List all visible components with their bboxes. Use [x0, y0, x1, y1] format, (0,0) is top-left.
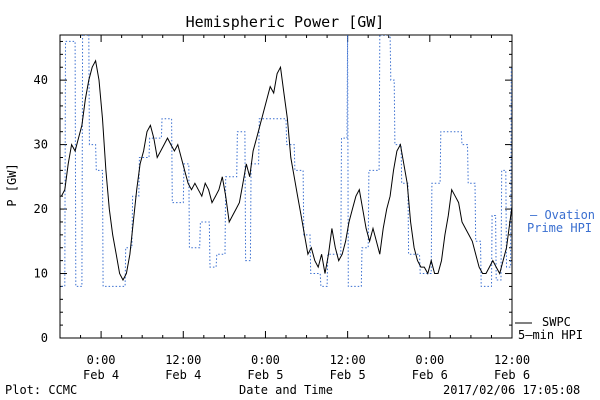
legend-ovation-line2: Prime HPI [527, 221, 592, 235]
y-tick-label: 0 [41, 331, 48, 345]
x-tick-time-label: 12:00 [330, 353, 366, 367]
series-ovation-prime-line [61, 35, 512, 287]
x-tick-date-label: Feb 6 [412, 368, 448, 382]
y-tick-label: 10 [34, 267, 48, 281]
legend: — Ovation Prime HPI SWPC 5—min HPI [515, 208, 595, 342]
footer-plot-credit: Plot: CCMC [5, 383, 77, 397]
x-tick-time-label: 0:00 [251, 353, 280, 367]
y-axis-ticks: 0 10 20 30 40 [34, 40, 512, 345]
y-axis-label: P [GW] [5, 163, 19, 206]
x-tick-time-label: 0:00 [415, 353, 444, 367]
x-tick-date-label: Feb 4 [83, 368, 119, 382]
legend-swpc-line1: SWPC [542, 315, 571, 329]
y-tick-label: 30 [34, 138, 48, 152]
series-swpc-line [60, 59, 512, 282]
chart-title: Hemispheric Power [GW] [186, 13, 385, 31]
x-tick-time-label: 0:00 [87, 353, 116, 367]
x-axis-label: Date and Time [239, 383, 333, 397]
x-tick-date-label: Feb 4 [165, 368, 201, 382]
series-layer [60, 35, 512, 287]
x-tick-time-label: 12:00 [165, 353, 201, 367]
plot-frame [59, 34, 513, 339]
x-tick-time-label: 12:00 [494, 353, 530, 367]
footer-timestamp: 2017/02/06 17:05:08 [443, 383, 580, 397]
x-tick-date-label: Feb 6 [494, 368, 530, 382]
y-tick-label: 40 [34, 73, 48, 87]
y-tick-label: 20 [34, 202, 48, 216]
x-tick-date-label: Feb 5 [247, 368, 283, 382]
legend-swpc-line2: 5—min HPI [518, 328, 583, 342]
x-tick-date-label: Feb 5 [330, 368, 366, 382]
legend-ovation-line1: — Ovation [530, 208, 595, 222]
